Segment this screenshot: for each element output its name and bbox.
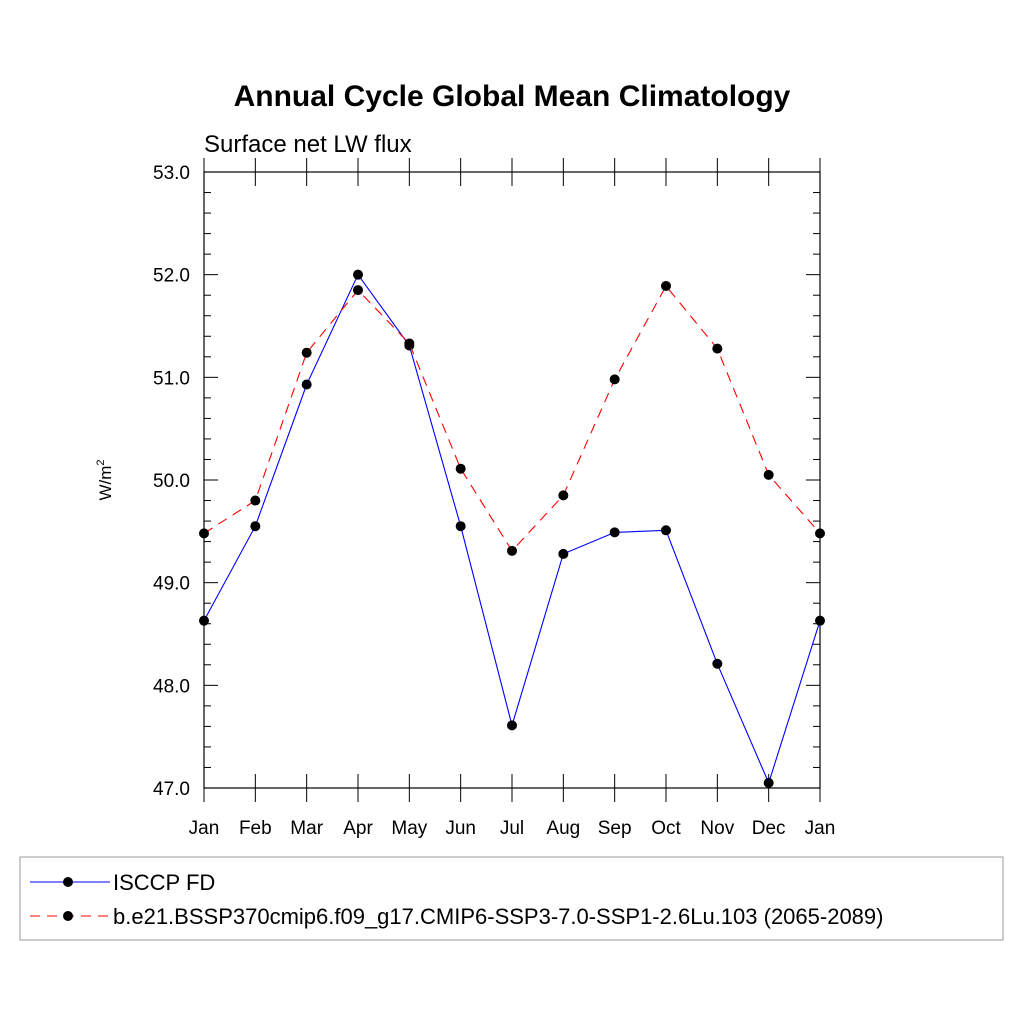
chart-title: Annual Cycle Global Mean Climatology bbox=[234, 80, 791, 113]
legend-label: b.e21.BSSP370cmip6.f09_g17.CMIP6-SSP3-7.… bbox=[113, 904, 883, 929]
y-axis-label: W/m2 bbox=[95, 459, 115, 500]
data-point bbox=[507, 545, 517, 556]
data-point bbox=[763, 469, 774, 480]
data-point bbox=[250, 495, 261, 506]
data-point bbox=[455, 463, 466, 474]
data-point bbox=[301, 379, 312, 390]
data-point bbox=[661, 525, 671, 536]
data-point bbox=[353, 269, 363, 280]
data-point bbox=[455, 521, 466, 532]
chart-subtitle: Surface net LW flux bbox=[204, 131, 412, 158]
series-1 bbox=[199, 269, 825, 788]
x-tick-label: Jul bbox=[500, 818, 524, 839]
data-point bbox=[712, 658, 723, 669]
y-tick-label: 52.0 bbox=[153, 266, 190, 287]
data-point bbox=[609, 374, 620, 385]
y-tick-label: 51.0 bbox=[153, 368, 190, 389]
x-tick-label: Oct bbox=[651, 818, 681, 839]
plot-frame bbox=[203, 171, 821, 789]
data-point bbox=[507, 720, 517, 731]
x-tick-label: May bbox=[391, 818, 427, 839]
y-tick-label: 47.0 bbox=[153, 779, 190, 800]
series-line bbox=[203, 273, 821, 785]
y-tick-label: 50.0 bbox=[153, 471, 190, 492]
y-tick-label: 48.0 bbox=[153, 676, 190, 697]
data-point bbox=[199, 528, 209, 539]
y-axis-label-text: W/m2 bbox=[95, 459, 115, 500]
y-axis-label-superscript: 2 bbox=[95, 459, 107, 465]
legend: ISCCP FD b.e21.BSSP370cmip6.f09_g17.CMIP6… bbox=[19, 856, 1004, 941]
data-point bbox=[404, 338, 415, 349]
data-point bbox=[609, 527, 620, 538]
data-point bbox=[301, 347, 312, 358]
series-line bbox=[203, 285, 821, 552]
series-2 bbox=[199, 280, 825, 556]
x-tick-label: Mar bbox=[290, 818, 323, 839]
legend-box bbox=[19, 856, 1004, 941]
legend-marker bbox=[63, 911, 73, 921]
x-tick-label: Sep bbox=[598, 818, 632, 839]
data-point bbox=[558, 490, 569, 501]
x-tick-label: Jun bbox=[445, 818, 476, 839]
legend-entry-1: ISCCP FD bbox=[30, 870, 215, 895]
x-tick-label: Jan bbox=[805, 818, 836, 839]
x-tick-label: Aug bbox=[546, 818, 580, 839]
x-tick-label: Jan bbox=[189, 818, 220, 839]
x-tick-label: Apr bbox=[343, 818, 373, 839]
data-point bbox=[815, 615, 825, 626]
data-point bbox=[763, 777, 774, 788]
data-point bbox=[558, 548, 569, 559]
data-point bbox=[661, 280, 671, 291]
data-point bbox=[250, 521, 261, 532]
data-point bbox=[353, 285, 363, 296]
y-tick-label: 53.0 bbox=[153, 163, 190, 184]
legend-entry-2: b.e21.BSSP370cmip6.f09_g17.CMIP6-SSP3-7.… bbox=[30, 904, 883, 929]
data-point bbox=[815, 528, 825, 539]
y-axis-label-unit: W/m bbox=[96, 466, 115, 501]
legend-marker bbox=[63, 877, 73, 887]
x-tick-label: Dec bbox=[752, 818, 786, 839]
x-tick-label: Feb bbox=[239, 818, 272, 839]
data-point bbox=[712, 343, 723, 354]
plot-axes: 47.0 48.0 49.0 50.0 51.0 52.0 53.0 Jan Feb Mar Apr… bbox=[153, 158, 835, 839]
data-point bbox=[199, 615, 209, 626]
x-tick-label: Nov bbox=[700, 818, 734, 839]
legend-label: ISCCP FD bbox=[113, 870, 215, 895]
series-layer bbox=[199, 269, 825, 788]
y-tick-label: 49.0 bbox=[153, 574, 190, 595]
